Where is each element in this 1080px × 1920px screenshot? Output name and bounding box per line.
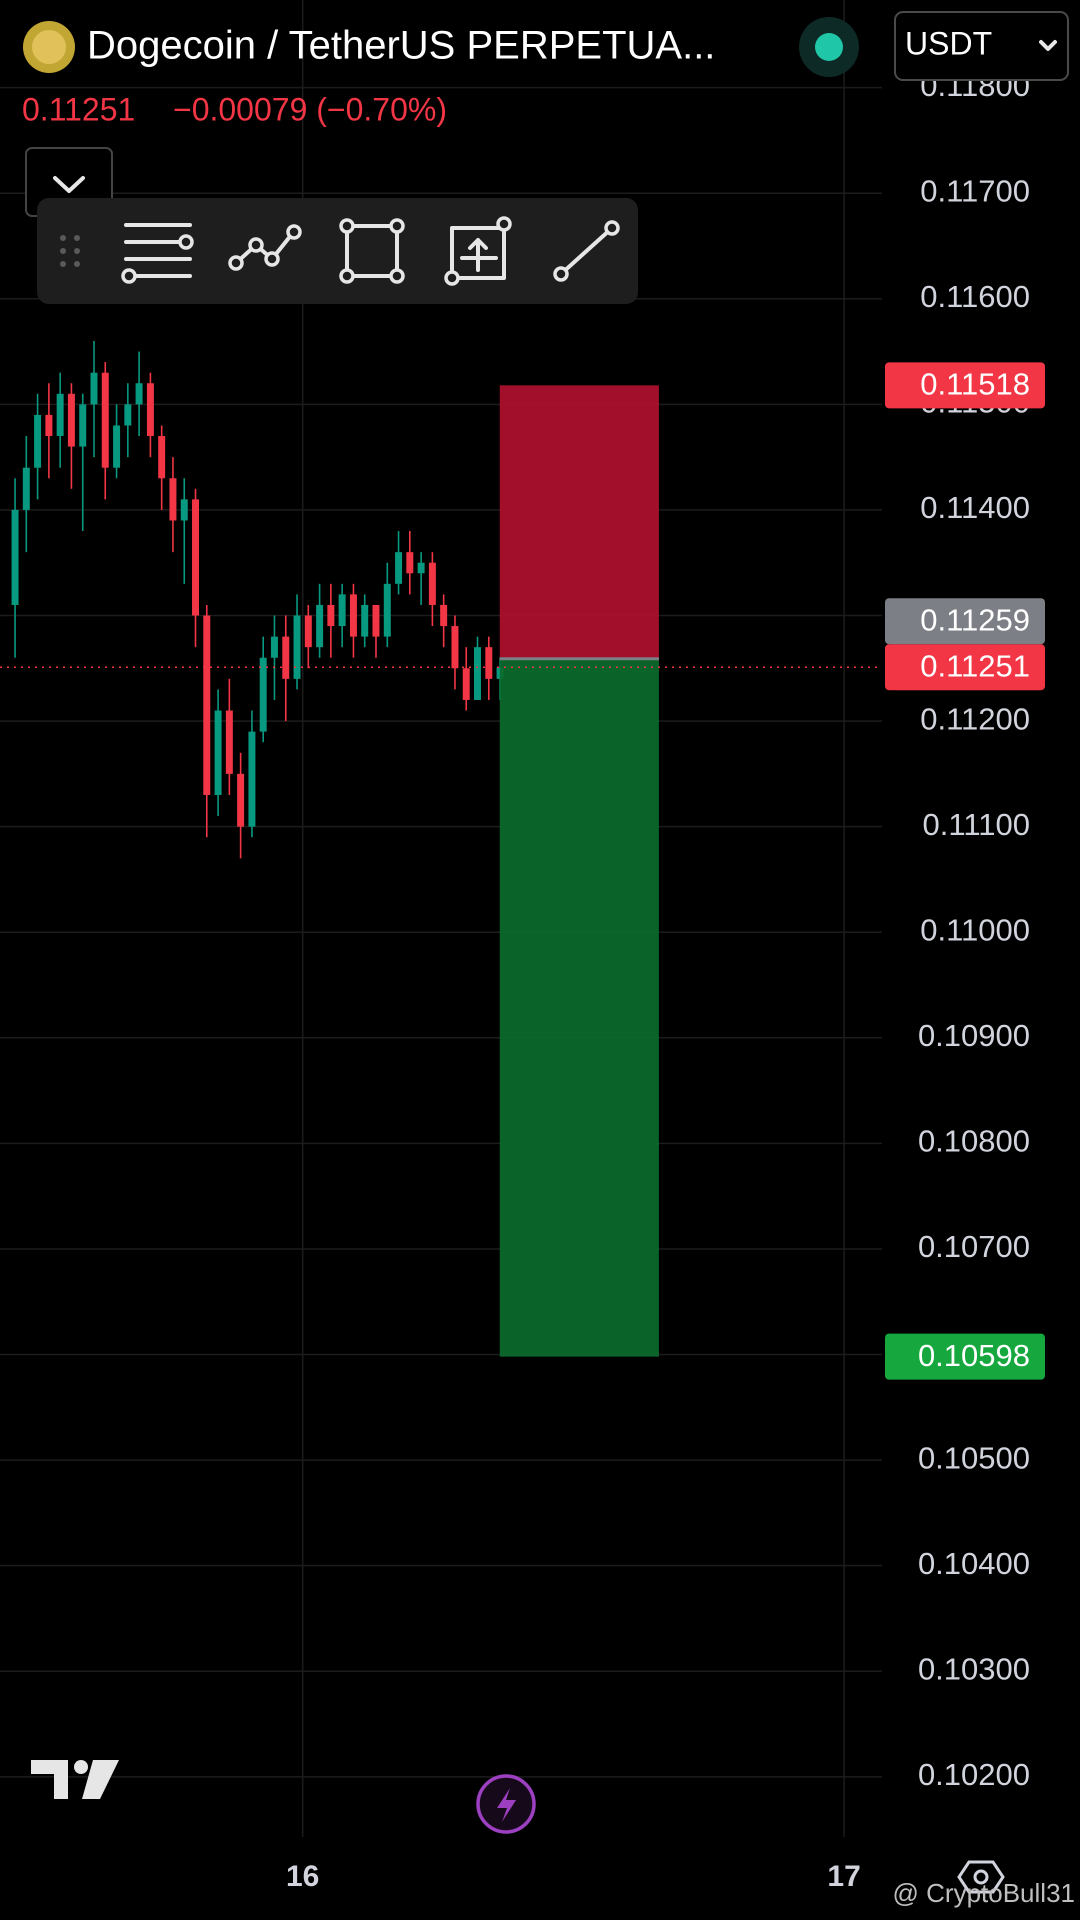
candle-body [237,773,245,827]
candle-body [316,604,324,648]
stop-zone [499,385,659,659]
stop-loss-label: 0.11518 [920,367,1030,402]
entry-label-box [885,598,1045,645]
candle-body [67,393,75,447]
candle-body [158,436,166,479]
candle-body [248,731,256,827]
candle-body [101,372,109,468]
y-tick-label: 0.10700 [918,1229,1030,1264]
y-tick-label: 0.11200 [920,701,1030,736]
last-price: 0.11251 [22,91,135,127]
y-tick-label: 0.10900 [918,1018,1030,1053]
candle-body [135,383,143,405]
candle-body [22,467,30,510]
candle-body [361,604,369,637]
candle-body [259,657,267,732]
last-price-label: 0.11251 [920,648,1030,683]
quick-action-button[interactable] [476,1774,536,1834]
y-tick-label: 0.10400 [918,1546,1030,1581]
y-tick-label: 0.11400 [920,490,1030,525]
candle-body [440,604,448,627]
tool-date-price-range[interactable] [444,216,512,286]
candle-body [34,414,42,468]
candle-body [90,372,98,405]
currency-select[interactable] [894,11,1069,81]
tool-horizontal-lines[interactable] [121,223,194,284]
y-tick-label: 0.11000 [920,912,1030,947]
tool-rectangle[interactable] [339,218,405,284]
candle-body [338,594,346,627]
candle-body [372,604,380,637]
candle-body [270,636,278,658]
candle-body [474,647,481,700]
candle-body [304,615,312,648]
y-tick-label: 0.10200 [918,1757,1030,1792]
drawing-toolbar [37,198,638,304]
candle-body [485,647,493,679]
candle-body [395,552,403,584]
watermark: @ CryptoBull31 [893,1878,1075,1908]
toolbar-background [37,198,638,304]
y-tick-label: 0.11600 [920,279,1030,314]
candle-body [406,552,414,574]
last-price-label-box [885,644,1045,691]
y-tick-label: 0.10500 [918,1440,1030,1475]
candle-body [169,478,177,521]
y-tick-label: 0.11700 [920,173,1030,208]
candle-body [11,509,19,605]
candle-body [45,414,53,437]
candle-body [214,710,222,795]
symbol-title[interactable]: Dogecoin / TetherUS PERPETUA... [87,24,715,68]
candle-body [146,383,154,437]
tradingview-logo[interactable] [31,1760,119,1799]
settings-icon[interactable] [957,1860,1005,1894]
y-tick-label: 0.10800 [918,1124,1030,1159]
drag-handle[interactable] [60,235,80,267]
candle-body [462,668,470,700]
currency-chevron [1039,40,1057,51]
candle-body [428,562,436,605]
candle-body [124,404,132,426]
stop-loss-label-box [885,362,1045,409]
coin-icon-inner [32,30,66,64]
status-dot [815,33,843,61]
candle-body [293,615,301,679]
entry-label: 0.11259 [920,602,1030,637]
candle-body [79,404,87,447]
x-tick-label: 17 [827,1860,860,1893]
candle-body [327,604,335,627]
tool-path[interactable] [228,224,302,271]
y-tick-label: 0.10300 [918,1651,1030,1686]
candle-body [417,562,425,574]
target-zone [499,658,659,1357]
price-axis: 0.102000.103000.104000.105000.106000.107… [286,68,1030,1893]
candle-body [180,499,188,521]
candle-body [383,583,391,637]
candle-body [192,499,200,616]
candle-body [451,626,459,669]
candle-body [349,594,357,637]
candle-body [282,636,290,679]
currency-label: USDT [905,25,992,61]
plot [0,341,882,1357]
price-labels: 0.11518 0.11259 0.11251 0.10598 [885,362,1045,1380]
candle-body [56,393,64,437]
collapse-chevron [53,176,85,193]
candle-body [225,710,233,774]
tool-trend-line[interactable] [553,220,620,282]
candle-body [203,615,211,795]
candle-body [113,425,121,468]
take-profit-label-box [885,1333,1045,1380]
price-change: −0.00079 (−0.70%) [173,91,447,127]
take-profit-label: 0.10598 [918,1338,1030,1373]
y-tick-label: 0.11100 [923,807,1030,842]
header: Dogecoin / TetherUS PERPETUA... USDT 0.1… [22,11,1069,217]
x-tick-label: 16 [286,1860,319,1893]
